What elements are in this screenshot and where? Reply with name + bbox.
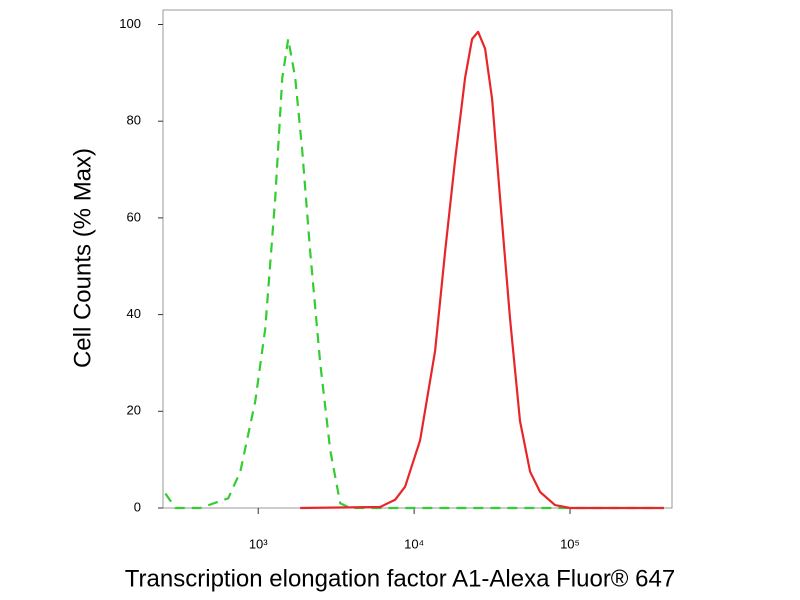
histogram-line [164, 37, 664, 510]
y-tick-label: 0 [134, 499, 141, 514]
y-tick-label: 80 [127, 113, 141, 128]
y-tick-label: 60 [127, 209, 141, 224]
x-tick-label: 10⁵ [560, 536, 580, 551]
x-tick-label: 10⁴ [404, 536, 424, 551]
x-tick-label: 10³ [249, 536, 268, 551]
y-tick-label: 20 [127, 403, 141, 418]
plot-frame [162, 9, 673, 509]
y-axis-title: Cell Counts (% Max) [69, 148, 96, 368]
histogram-line [300, 30, 664, 510]
y-tick-label: 40 [127, 306, 141, 321]
x-axis-title: Transcription elongation factor A1-Alexa… [125, 565, 675, 592]
y-tick-label: 100 [119, 16, 141, 31]
